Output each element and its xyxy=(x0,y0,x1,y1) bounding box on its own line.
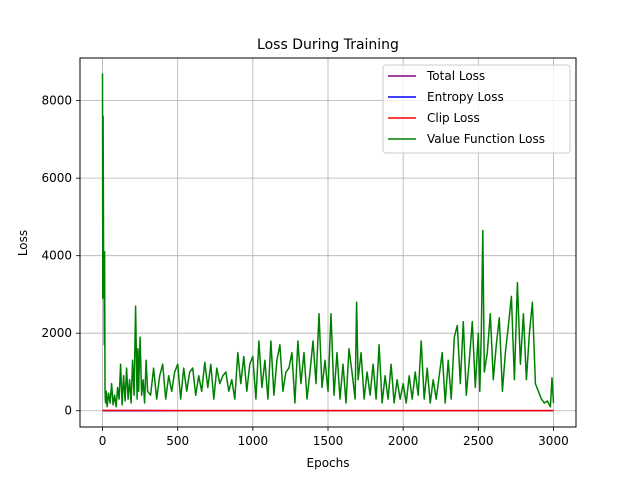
x-tick-label: 0 xyxy=(99,434,107,448)
x-tick-label: 1500 xyxy=(313,434,344,448)
x-tick-label: 2000 xyxy=(388,434,419,448)
x-tick-label: 500 xyxy=(166,434,189,448)
chart-title: Loss During Training xyxy=(257,37,399,53)
legend-label-value-function-loss: Value Function Loss xyxy=(427,132,545,146)
x-tick-label: 3000 xyxy=(538,434,569,448)
legend: Total Loss Entropy Loss Clip Loss Value … xyxy=(383,65,570,153)
x-tick-label: 2500 xyxy=(463,434,494,448)
legend-label-entropy-loss: Entropy Loss xyxy=(427,90,504,104)
y-tick-label: 0 xyxy=(64,404,72,418)
legend-label-clip-loss: Clip Loss xyxy=(427,111,480,125)
y-tick-label: 4000 xyxy=(41,249,72,263)
y-tick-label: 8000 xyxy=(41,94,72,108)
y-tick-label: 6000 xyxy=(41,171,72,185)
x-axis-label: Epochs xyxy=(307,456,350,470)
y-axis-label: Loss xyxy=(16,230,30,256)
y-tick-label: 2000 xyxy=(41,326,72,340)
x-tick-label: 1000 xyxy=(238,434,269,448)
legend-label-total-loss: Total Loss xyxy=(426,69,485,83)
